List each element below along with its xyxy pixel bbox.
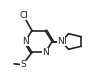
Text: N: N <box>22 37 28 46</box>
Text: N: N <box>57 37 64 46</box>
Text: Cl: Cl <box>19 11 28 20</box>
Text: N: N <box>59 37 65 46</box>
Text: S: S <box>20 60 26 69</box>
Text: N: N <box>42 48 48 57</box>
